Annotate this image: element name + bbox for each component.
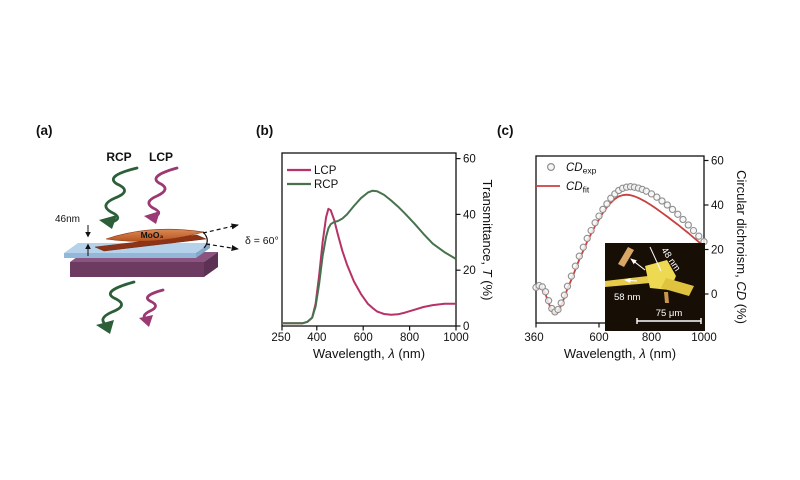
panel-c-label: (c) xyxy=(497,123,514,138)
arrow-to-thin-flake xyxy=(630,258,646,271)
rcp-transmitted-spiral-icon xyxy=(96,280,136,334)
cd-exp-point xyxy=(587,226,595,235)
cd-exp-point xyxy=(575,252,583,260)
x-tick-label: 800 xyxy=(642,332,661,344)
y-tick-label: 20 xyxy=(711,245,724,257)
x-axis-title-c: Wavelength, λ (nm) xyxy=(564,346,676,361)
microscope-inset: 48 nm 58 nm 75 μm xyxy=(605,243,705,331)
cd-exp-point xyxy=(658,197,666,205)
cd-exp-point xyxy=(689,226,698,235)
cd-exp-point xyxy=(560,291,569,299)
scale-bar: 75 μm xyxy=(636,308,702,324)
panel-a-schematic: (a) RCP LCP MoO₃ xyxy=(36,123,279,334)
cd-exp-point xyxy=(571,262,580,270)
cd-exp-point xyxy=(583,234,591,243)
y-axis-c: 0 20 40 60 Circular dichroism, CD (%) xyxy=(704,156,749,324)
flake-sliver xyxy=(664,292,669,303)
x-axis-b: 250 400 600 800 1000 Wavelength, λ (nm) xyxy=(271,326,469,361)
cd-exp-point xyxy=(579,243,587,251)
cd-exp-point xyxy=(653,193,661,201)
moo3-material-label: MoO₃ xyxy=(141,230,164,240)
cd-exp-point xyxy=(554,305,562,314)
y-tick-label: 0 xyxy=(711,289,717,301)
y-tick-label: 60 xyxy=(463,154,476,166)
cd-exp-point xyxy=(544,297,553,305)
y-tick-label: 40 xyxy=(463,209,476,221)
y-tick-label: 40 xyxy=(711,200,724,212)
cd-exp-point xyxy=(647,190,656,198)
lcp-transmitted-spiral-icon xyxy=(139,288,165,327)
x-tick-label: 1000 xyxy=(691,332,717,344)
x-axis-title-b: Wavelength, λ (nm) xyxy=(313,346,425,361)
x-tick-label: 250 xyxy=(271,332,290,344)
lcp-incident-label: LCP xyxy=(149,150,173,164)
x-tick-label: 600 xyxy=(354,332,373,344)
thickness-label: 46nm xyxy=(55,214,80,225)
twist-angle-annotation: δ = 60° xyxy=(202,223,279,251)
lcp-incident-spiral-icon xyxy=(144,166,179,224)
cd-exp-point xyxy=(684,221,692,229)
rcp-transmittance-curve xyxy=(282,189,457,325)
cd-exp-point xyxy=(541,288,550,296)
y-tick-label: 0 xyxy=(463,321,469,333)
panel-c-cd-chart: (c) 360 600 800 1000 Wavelength, λ (nm) … xyxy=(497,123,749,361)
moo3-top-slab xyxy=(105,228,205,242)
rcp-incident-spiral-icon xyxy=(99,166,139,229)
cd-exp-point xyxy=(567,272,576,280)
panel-b-label: (b) xyxy=(256,123,273,138)
thickness-annotation: 46nm xyxy=(55,214,91,256)
cd-exp-point xyxy=(591,219,599,227)
twist-angle-label: δ = 60° xyxy=(245,235,279,247)
thickness-58-label: 58 nm xyxy=(614,292,640,303)
arrow-to-strip xyxy=(624,277,638,283)
panel-b-transmittance-chart: (b) 250 400 600 800 1000 Wavelength, λ (… xyxy=(256,123,495,361)
y-axis-b: 0 20 40 60 Transmittance, T (%) xyxy=(456,154,495,333)
cd-exp-scatter xyxy=(532,183,708,316)
legend-b: LCP RCP xyxy=(287,165,339,191)
rcp-legend-label: RCP xyxy=(314,179,339,191)
y-tick-label: 20 xyxy=(463,265,476,277)
scale-bar-label: 75 μm xyxy=(656,308,683,319)
x-tick-label: 400 xyxy=(307,332,326,344)
panel-a-label: (a) xyxy=(36,123,53,138)
cd-exp-point xyxy=(599,205,607,214)
cd-exp-point xyxy=(538,283,546,291)
lcp-legend-label: LCP xyxy=(314,165,337,177)
cd-exp-legend-marker xyxy=(546,163,555,172)
x-tick-label: 360 xyxy=(524,332,543,344)
y-axis-title-c: Circular dichroism, CD (%) xyxy=(734,170,749,324)
cd-exp-point xyxy=(563,282,572,290)
cd-exp-point xyxy=(663,201,671,209)
x-tick-label: 800 xyxy=(400,332,419,344)
cd-fit-legend-label: CDfit xyxy=(566,181,590,195)
cd-exp-point xyxy=(679,215,687,224)
pointer-line xyxy=(649,246,662,272)
plot-frame-b xyxy=(281,152,457,327)
y-axis-title-b: Transmittance, T (%) xyxy=(480,180,495,301)
legend-c: CDexp CDfit xyxy=(536,162,597,195)
cd-exp-legend-label: CDexp xyxy=(566,162,597,176)
cd-exp-point xyxy=(557,299,565,307)
cd-exp-point xyxy=(668,205,677,214)
cd-exp-point xyxy=(607,194,615,202)
x-tick-label: 1000 xyxy=(443,332,469,344)
cd-exp-point xyxy=(603,200,611,208)
cd-exp-point xyxy=(674,210,682,218)
cd-exp-point xyxy=(595,212,603,220)
moo3-twisted-slabs: MoO₃ xyxy=(94,228,207,252)
y-tick-label: 60 xyxy=(711,156,724,168)
cd-exp-point xyxy=(695,232,703,240)
x-axis-c: 360 600 800 1000 Wavelength, λ (nm) xyxy=(524,323,717,361)
x-tick-label: 600 xyxy=(589,332,608,344)
lcp-transmittance-curve xyxy=(282,207,456,325)
flake-tail xyxy=(661,278,694,296)
glass-layer xyxy=(64,243,210,258)
rcp-incident-label: RCP xyxy=(106,150,131,164)
flake-thin xyxy=(618,247,634,267)
